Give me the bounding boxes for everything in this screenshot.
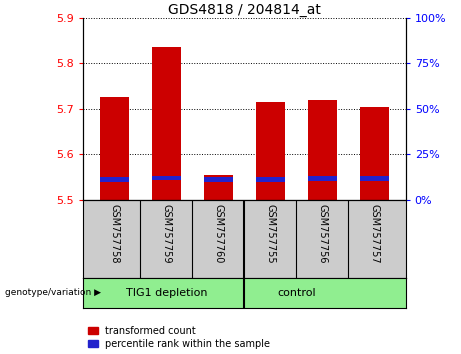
Bar	[152, 47, 181, 200]
Bar	[308, 100, 337, 200]
Bar	[100, 177, 129, 182]
Text: TIG1 depletion: TIG1 depletion	[125, 288, 207, 298]
Text: GSM757756: GSM757756	[318, 204, 327, 263]
Text: control: control	[277, 288, 316, 298]
Bar	[360, 176, 389, 181]
Title: GDS4818 / 204814_at: GDS4818 / 204814_at	[168, 3, 321, 17]
Bar	[256, 102, 284, 200]
Bar	[256, 177, 284, 182]
Text: GSM757758: GSM757758	[109, 204, 119, 263]
Text: GSM757760: GSM757760	[213, 204, 223, 263]
Bar	[308, 176, 337, 181]
Bar	[360, 107, 389, 200]
Bar	[100, 97, 129, 200]
Text: genotype/variation ▶: genotype/variation ▶	[5, 289, 100, 297]
Bar	[152, 176, 181, 181]
Text: GSM757757: GSM757757	[369, 204, 379, 263]
Bar	[204, 175, 233, 200]
Legend: transformed count, percentile rank within the sample: transformed count, percentile rank withi…	[88, 326, 270, 349]
Bar	[204, 177, 233, 182]
Text: GSM757755: GSM757755	[266, 204, 275, 263]
Text: GSM757759: GSM757759	[161, 204, 171, 263]
